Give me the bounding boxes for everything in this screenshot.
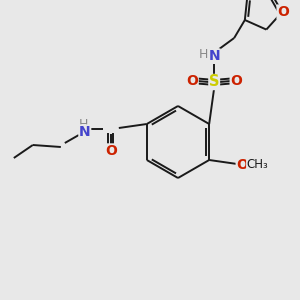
Text: O: O <box>186 74 198 88</box>
Text: H: H <box>79 118 88 130</box>
Text: O: O <box>236 158 248 172</box>
Text: O: O <box>277 5 289 19</box>
Text: O: O <box>105 144 117 158</box>
Text: CH₃: CH₃ <box>246 158 268 172</box>
Text: O: O <box>230 74 242 88</box>
Text: H: H <box>199 49 208 62</box>
Text: N: N <box>208 49 220 63</box>
Text: S: S <box>209 74 219 89</box>
Text: N: N <box>79 125 91 139</box>
